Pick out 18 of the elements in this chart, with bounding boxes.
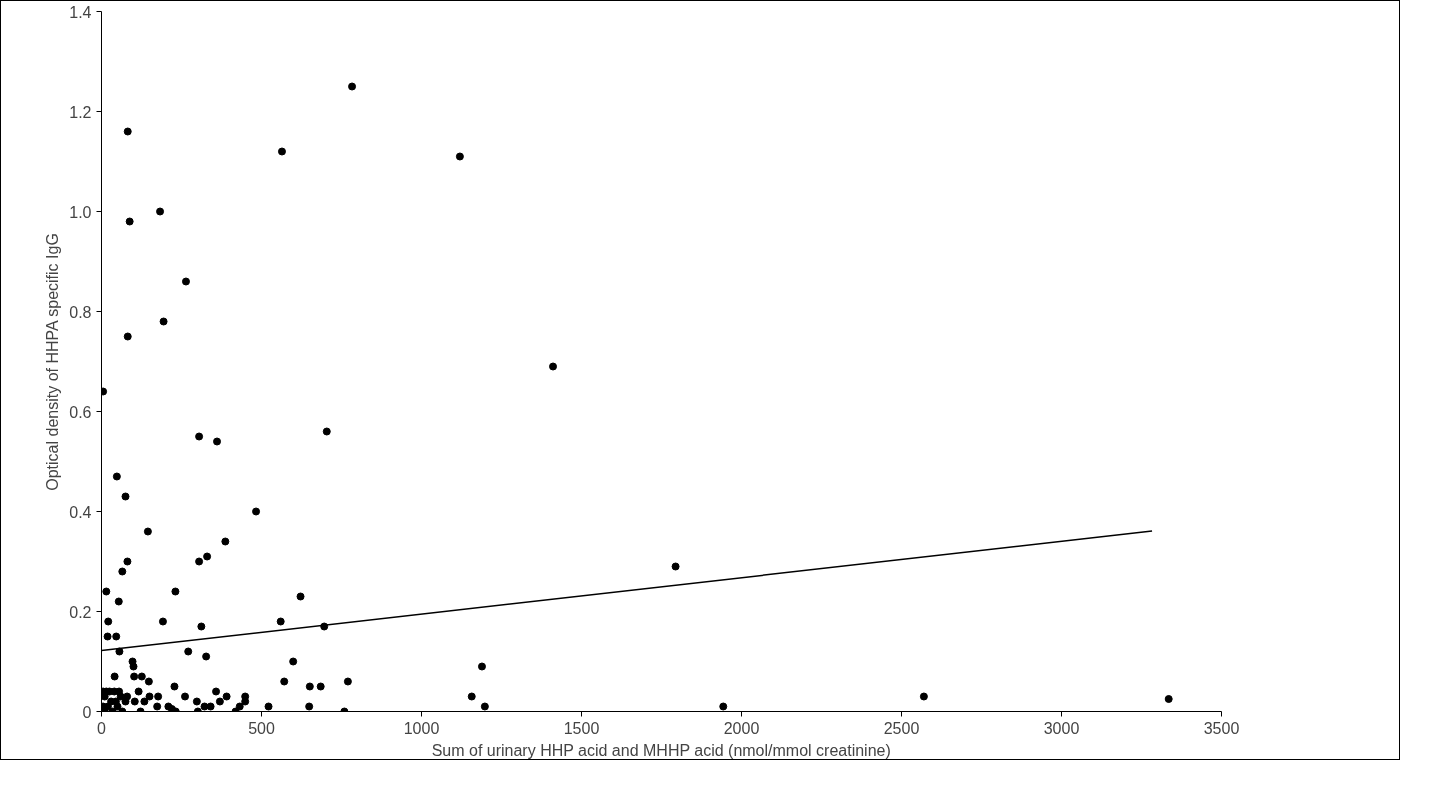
x-tick-label: 1000 bbox=[403, 719, 440, 737]
y-tick-label: 0 bbox=[82, 703, 92, 721]
y-tick-label: 0.4 bbox=[69, 503, 92, 521]
x-tick-label: 0 bbox=[97, 719, 107, 737]
y-tick-label: 1.2 bbox=[69, 103, 92, 121]
y-axis-title: Optical density of HHPA specific IgG bbox=[44, 233, 62, 491]
y-tick-label: 0.2 bbox=[69, 603, 92, 621]
x-tick-label: 3000 bbox=[1043, 719, 1080, 737]
y-tick-label: 0.8 bbox=[69, 303, 92, 321]
y-tick-label: 0.6 bbox=[69, 403, 92, 421]
y-tick-label: 1.4 bbox=[69, 3, 92, 21]
x-tick-label: 3500 bbox=[1203, 719, 1240, 737]
x-axis-title: Sum of urinary HHP acid and MHHP acid (nmol/mmol creatinine) bbox=[431, 741, 891, 759]
x-tick-label: 1500 bbox=[563, 719, 600, 737]
x-tick-label: 500 bbox=[248, 719, 275, 737]
x-tick-label: 2500 bbox=[883, 719, 920, 737]
x-tick-label: 2000 bbox=[723, 719, 760, 737]
y-tick-label: 1.0 bbox=[69, 203, 92, 221]
